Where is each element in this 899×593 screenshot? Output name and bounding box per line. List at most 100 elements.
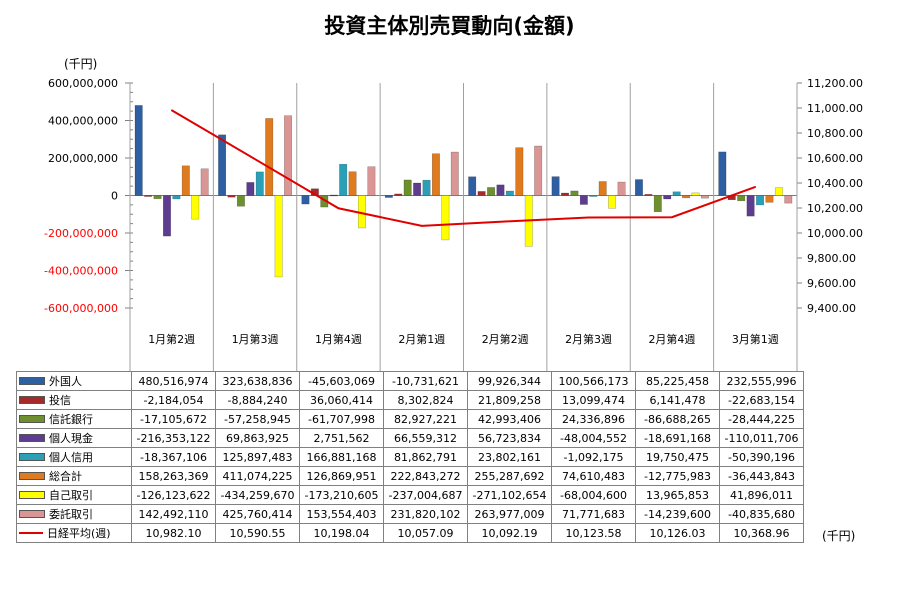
- series-name: 日経平均(週): [47, 527, 111, 540]
- bar-総合計: [598, 181, 607, 196]
- table-cell: 56,723,834: [467, 428, 552, 448]
- series-name: 外国人: [49, 375, 82, 388]
- table-cell: -18,367,106: [131, 447, 216, 467]
- legend-key: [19, 453, 45, 461]
- table-cell: 42,993,406: [467, 409, 552, 429]
- table-cell: -126,123,622: [131, 485, 216, 505]
- category-label: 2月第4週: [648, 332, 695, 346]
- right-tick-label: 11,000.00: [807, 102, 863, 115]
- bar-投信: [394, 193, 403, 196]
- table-row: 日経平均(週) 10,982.10 10,590.55 10,198.04 10,057…: [16, 523, 804, 543]
- bar-委託取引: [700, 195, 709, 199]
- legend-key: [19, 491, 45, 499]
- nikkei-point: [504, 220, 506, 223]
- bar-自己取引: [774, 187, 783, 196]
- table-cell: 23,802,161: [467, 447, 552, 467]
- table-cell: 85,225,458: [635, 371, 720, 391]
- table-cell: 99,926,344: [467, 371, 552, 391]
- category-label: 1月第4週: [315, 332, 362, 346]
- left-tick-label: 200,000,000: [48, 152, 118, 165]
- table-row: 個人信用 -18,367,106 125,897,483 166,881,168 81,…: [16, 447, 804, 467]
- bar-自己取引: [191, 195, 200, 220]
- table-cell: -86,688,265: [635, 409, 720, 429]
- bar-外国人: [301, 195, 310, 205]
- table-cell: 10,198.04: [299, 523, 384, 543]
- category-label: 1月第2週: [148, 332, 195, 346]
- bar-信託銀行: [653, 195, 662, 213]
- table-cell: 82,927,221: [383, 409, 468, 429]
- right-tick-label: 9,800.00: [807, 252, 856, 265]
- table-cell: -22,683,154: [719, 390, 804, 410]
- table-row: 外国人 480,516,974 323,638,836 -45,603,069 -10,…: [16, 371, 804, 391]
- table-cell: 41,896,011: [719, 485, 804, 505]
- bar-委託取引: [534, 145, 543, 196]
- bar-個人信用: [422, 179, 431, 196]
- table-cell: 100,566,173: [551, 371, 636, 391]
- bar-個人現金: [579, 195, 588, 205]
- table-cell: 19,750,475: [635, 447, 720, 467]
- bar-委託取引: [784, 195, 793, 204]
- bar-委託取引: [367, 166, 376, 196]
- nikkei-point: [254, 158, 256, 160]
- bar-委託取引: [617, 181, 626, 196]
- nikkei-point: [754, 186, 757, 188]
- legend-key: [19, 377, 45, 385]
- bar-委託取引: [450, 151, 459, 196]
- nikkei-point: [337, 207, 340, 210]
- table-row: 投信 -2,184,054 -8,884,240 36,060,414 8,302,82…: [16, 390, 804, 410]
- bar-総合計: [515, 147, 524, 196]
- bar-外国人: [551, 176, 560, 196]
- table-cell: 10,368.96: [719, 523, 804, 543]
- bar-総合計: [181, 165, 190, 196]
- series-name: 個人信用: [49, 451, 93, 464]
- bar-投信: [144, 195, 153, 197]
- bar-投信: [561, 192, 569, 196]
- table-cell: 232,555,996: [719, 371, 804, 391]
- right-tick-label: 9,400.00: [807, 302, 856, 315]
- nikkei-point: [587, 216, 590, 219]
- table-cell: -173,210,605: [299, 485, 384, 505]
- table-cell: 411,074,225: [215, 466, 300, 486]
- table-cell: 125,897,483: [215, 447, 300, 467]
- legend-cell: 委託取引: [16, 504, 132, 524]
- series-name: 投信: [49, 394, 71, 407]
- series-name: 自己取引: [49, 489, 93, 502]
- table-cell: -68,004,600: [551, 485, 636, 505]
- table-cell: 69,863,925: [215, 428, 300, 448]
- bar-投信: [644, 194, 653, 196]
- table-cell: 13,099,474: [551, 390, 636, 410]
- bar-信託銀行: [236, 195, 245, 207]
- left-tick-label: -200,000,000: [44, 227, 118, 240]
- table-cell: 10,982.10: [131, 523, 216, 543]
- table-cell: -434,259,670: [215, 485, 300, 505]
- table-cell: -237,004,687: [383, 485, 468, 505]
- bar-総合計: [765, 195, 774, 203]
- left-tick-label: -400,000,000: [44, 265, 118, 278]
- legend-key: [19, 396, 45, 404]
- table-cell: 142,492,110: [131, 504, 216, 524]
- bar-投信: [227, 195, 236, 198]
- bar-信託銀行: [403, 179, 412, 196]
- table-row: 個人現金 -216,353,122 69,863,925 2,751,562 66,55…: [16, 428, 804, 448]
- table-cell: -18,691,168: [635, 428, 720, 448]
- legend-cell: 投信: [16, 390, 132, 410]
- table-cell: 36,060,414: [299, 390, 384, 410]
- table-cell: 153,554,403: [299, 504, 384, 524]
- table-row: 信託銀行 -17,105,672 -57,258,945 -61,707,998 82,…: [16, 409, 804, 429]
- series-name: 総合計: [49, 470, 82, 483]
- legend-cell: 外国人: [16, 371, 132, 391]
- bar-個人現金: [163, 195, 171, 237]
- left-tick-label: 0: [111, 190, 118, 203]
- table-cell: 255,287,692: [467, 466, 552, 486]
- right-tick-label: 10,600.00: [807, 152, 863, 165]
- table-cell: -14,239,600: [635, 504, 720, 524]
- table-cell: -110,011,706: [719, 428, 804, 448]
- bar-個人信用: [589, 195, 598, 197]
- bar-個人信用: [756, 195, 764, 206]
- bar-委託取引: [200, 168, 209, 196]
- bar-個人現金: [413, 182, 422, 196]
- chart-title: 投資主体別売買動向(金額): [324, 14, 575, 38]
- left-tick-label: 600,000,000: [48, 77, 118, 90]
- table-cell: 10,590.55: [215, 523, 300, 543]
- legend-key: [19, 434, 45, 442]
